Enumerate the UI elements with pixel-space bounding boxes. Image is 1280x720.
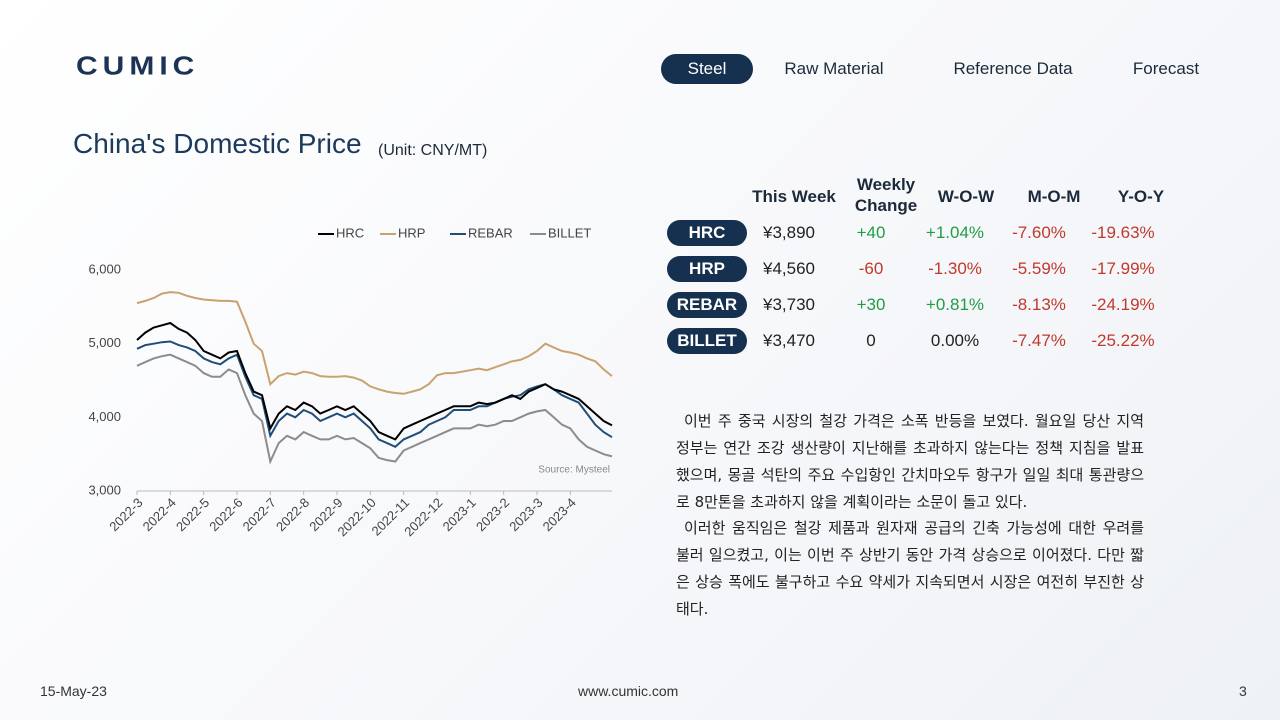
table-cell: ¥3,730	[763, 295, 815, 314]
table-cell: -8.13%	[1012, 295, 1066, 314]
unit-label: (Unit: CNY/MT)	[378, 142, 488, 159]
x-tick-label: 2022-7	[240, 495, 279, 534]
table-cell: +0.81%	[925, 295, 985, 314]
table-header: W-O-W	[937, 187, 995, 206]
table-cell: -7.60%	[1012, 223, 1066, 242]
x-tick-label: 2022-6	[206, 495, 245, 534]
table-cell: ¥3,890	[763, 223, 815, 242]
nav-tab[interactable]: Raw Material	[784, 59, 884, 78]
table-cell: -24.19%	[1091, 295, 1155, 314]
table-cell: -60	[858, 259, 884, 278]
row-label: BILLET	[667, 328, 747, 354]
table-header: M-O-M	[1027, 187, 1081, 206]
footer-site: www.cumic.com	[578, 683, 679, 699]
y-tick-label: 6,000	[88, 261, 121, 276]
x-tick-label: 2023-4	[540, 495, 579, 534]
legend-label: BILLET	[548, 225, 591, 240]
table-cell: -19.63%	[1091, 223, 1155, 242]
table-cell: +40	[856, 223, 886, 242]
table-cell: +1.04%	[925, 223, 985, 242]
y-tick-label: 4,000	[88, 409, 121, 424]
nav-tab[interactable]: Steel	[661, 54, 753, 84]
row-label: HRC	[667, 220, 747, 246]
x-tick-label: 2023-2	[473, 495, 512, 534]
table-cell: -17.99%	[1091, 259, 1155, 278]
series-line	[136, 321, 613, 441]
legend-label: REBAR	[468, 225, 513, 240]
row-label: REBAR	[667, 292, 747, 318]
paragraph: 이러한 움직임은 철강 제품과 원자재 공급의 긴축 가능성에 대한 우려를 불…	[676, 519, 1144, 618]
x-tick-label: 2023-1	[440, 495, 479, 534]
table-cell: -5.59%	[1012, 259, 1066, 278]
x-tick-label: 2023-3	[506, 495, 545, 534]
series-line	[136, 340, 613, 448]
legend-label: HRC	[336, 225, 364, 240]
legend-label: HRP	[398, 225, 425, 240]
page-title: China's Domestic Price	[73, 128, 362, 159]
footer-date: 15-May-23	[40, 683, 107, 699]
row-label: HRP	[667, 256, 747, 282]
x-tick-label: 2022-8	[273, 495, 312, 534]
series-line	[136, 291, 613, 395]
table-cell: ¥4,560	[763, 259, 815, 278]
x-tick-label: 2022-4	[140, 495, 179, 534]
table-header: Weekly Change	[854, 175, 918, 215]
x-tick-label: 2022-5	[173, 495, 212, 534]
paragraph: 이번 주 중국 시장의 철강 가격은 소폭 반등을 보였다. 월요일 당산 지역…	[676, 412, 1144, 511]
source-note: Source: Mysteel	[538, 465, 610, 476]
series-line	[136, 353, 613, 465]
table-cell: -7.47%	[1012, 331, 1066, 350]
x-tick-label: 2022-3	[106, 495, 145, 534]
table-cell: -25.22%	[1091, 331, 1155, 350]
page-number: 3	[1239, 683, 1247, 699]
table-header: Y-O-Y	[1117, 187, 1165, 206]
table-cell: -1.30%	[928, 259, 982, 278]
table-cell: +30	[856, 295, 886, 314]
table-cell: 0.00%	[930, 331, 980, 350]
table-cell: 0	[866, 331, 876, 350]
table-header: This Week	[752, 187, 836, 206]
price-chart: 3,0004,0005,0006,0002022-32022-42022-520…	[88, 225, 613, 539]
table-cell: ¥3,470	[763, 331, 815, 350]
logo: CUMIC	[76, 52, 200, 81]
y-tick-label: 5,000	[88, 335, 121, 350]
nav-tab[interactable]: Forecast	[1132, 59, 1200, 78]
nav-tab[interactable]: Reference Data	[953, 59, 1073, 78]
y-tick-label: 3,000	[88, 482, 121, 497]
